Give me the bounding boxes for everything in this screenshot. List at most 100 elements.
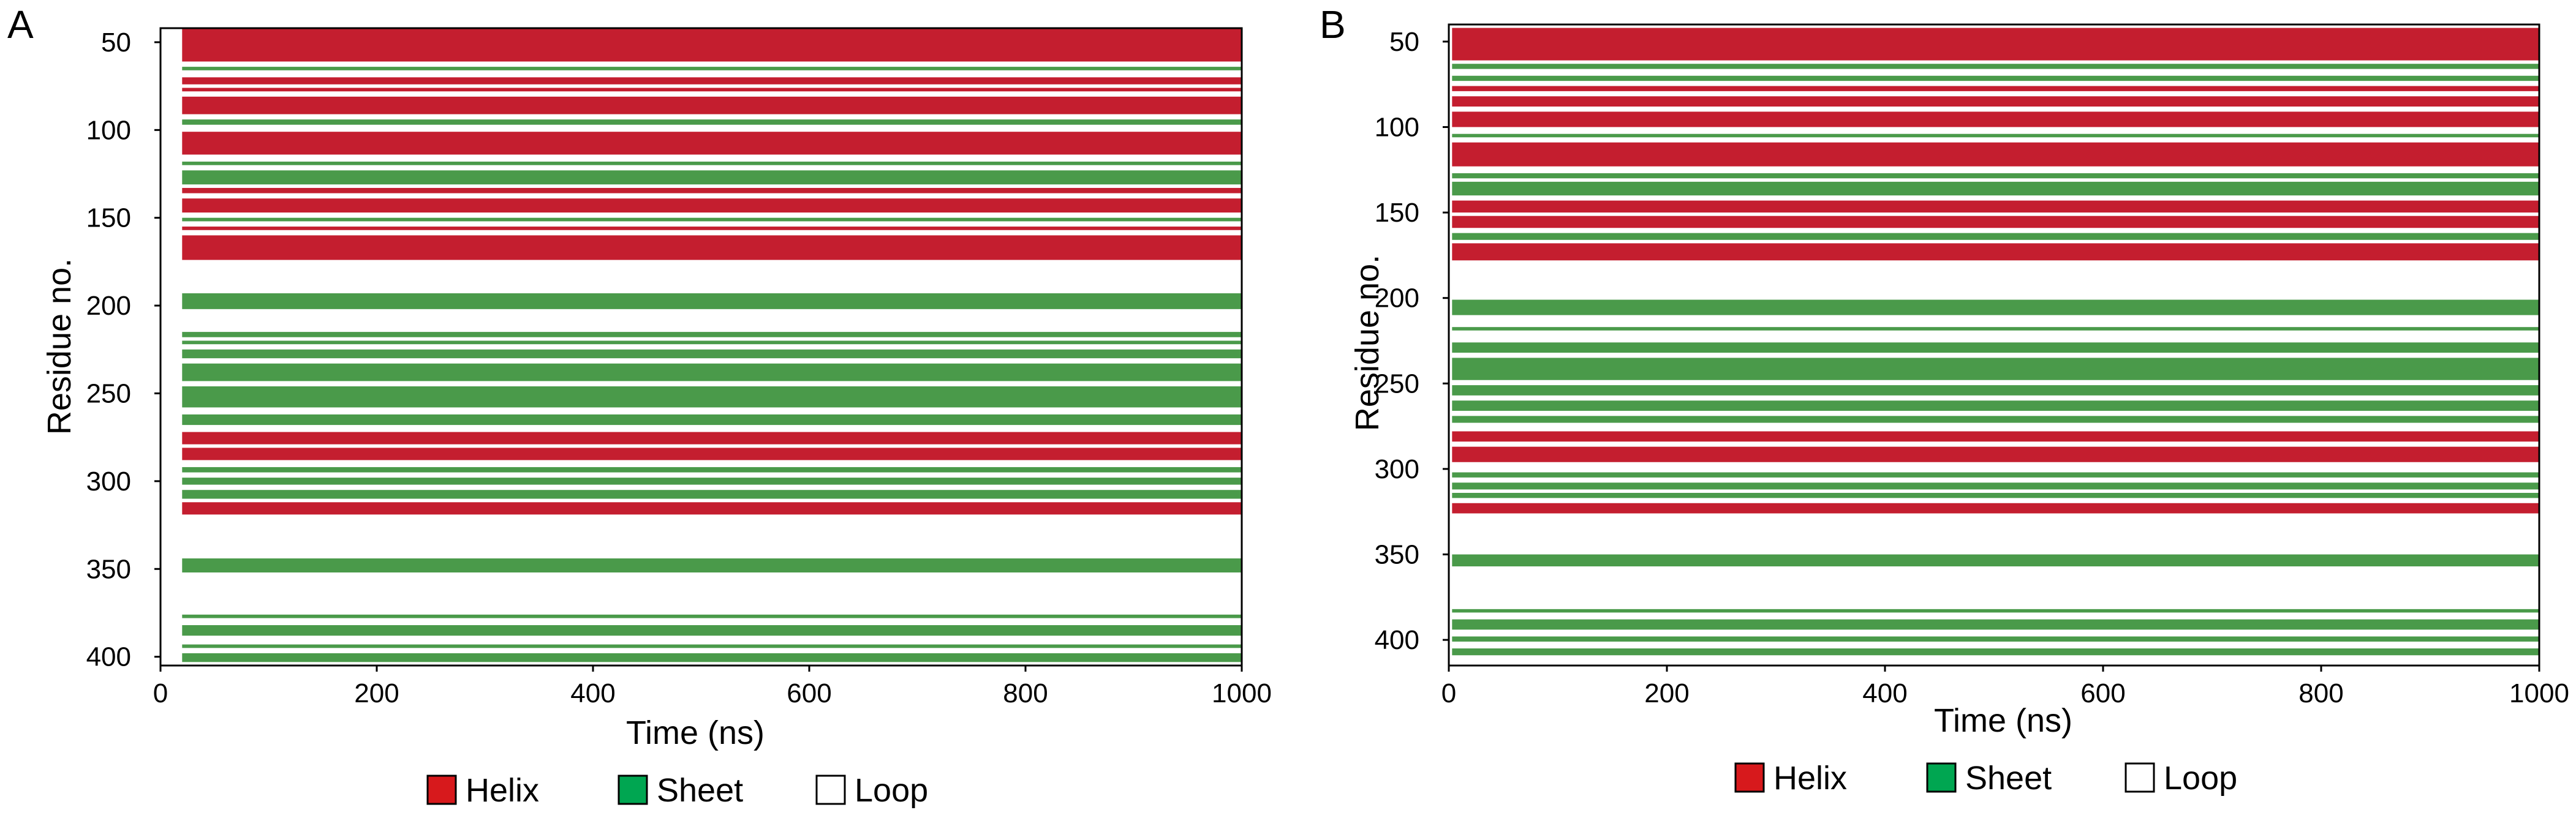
panel-a-y-tick-label: 400 <box>86 642 131 672</box>
panel-a-band-helix-13 <box>182 235 1242 260</box>
panel-a-band-sheet-27 <box>182 558 1242 573</box>
panel-b-band-sheet-18 <box>1452 385 2539 396</box>
panel-a-x-tick-label: 1000 <box>1212 678 1272 708</box>
panel-b-band-sheet-15 <box>1452 327 2539 331</box>
panel-a-band-sheet-30 <box>182 644 1242 648</box>
panel-b-band-helix-5 <box>1452 111 2539 127</box>
panel-b-y-tick-label: 400 <box>1375 625 1419 655</box>
panel-b-band-helix-0 <box>1452 28 2539 61</box>
panel-a-legend-label-helix: Helix <box>466 772 539 809</box>
panel-b-band-sheet-28 <box>1452 609 2539 613</box>
panel-b-band-sheet-16 <box>1452 342 2539 353</box>
panel-a-y-tick-label: 200 <box>86 291 131 321</box>
panel-b-label: B <box>1320 2 1346 47</box>
panel-a-y-tick-label: 100 <box>86 115 131 145</box>
panel-b-band-sheet-20 <box>1452 416 2539 423</box>
panel-a-band-sheet-7 <box>182 161 1242 165</box>
panel-b-legend-swatch-loop <box>2125 762 2155 793</box>
panel-b-band-helix-3 <box>1452 86 2539 91</box>
panel-b-band-sheet-12 <box>1452 233 2539 240</box>
panel-a-label: A <box>7 2 34 47</box>
panel-a-band-sheet-31 <box>182 653 1242 662</box>
panel-a-y-tick-label: 50 <box>101 28 131 58</box>
panel-b-band-sheet-27 <box>1452 554 2539 567</box>
panel-b-band-sheet-25 <box>1452 493 2539 498</box>
panel-b-bands <box>1452 28 2539 656</box>
panel-b-x-tick-label: 1000 <box>2509 678 2569 708</box>
panel-a-y-axis-title: Residue no. <box>41 258 78 435</box>
panel-b-y-tick-label: 250 <box>1375 369 1419 399</box>
panel-b-legend-swatch-helix <box>1734 762 1765 793</box>
panel-b-band-sheet-24 <box>1452 482 2539 490</box>
panel-b-band-helix-10 <box>1452 200 2539 213</box>
panel-b-x-tick-label: 800 <box>2298 678 2343 708</box>
panel-b-y-axis-title: Residue no. <box>1349 255 1386 431</box>
panel-a-band-helix-3 <box>182 88 1242 92</box>
panel-b-y-tick-label: 300 <box>1375 454 1419 484</box>
panel-b-y-tick-label: 100 <box>1375 113 1419 143</box>
panel-a-band-helix-9 <box>182 187 1242 193</box>
panel-a-legend-label-loop: Loop <box>855 772 928 809</box>
panel-b-band-sheet-29 <box>1452 619 2539 630</box>
panel-a-x-tick-label: 400 <box>570 678 615 708</box>
panel-b-band-sheet-1 <box>1452 64 2539 69</box>
panel-a-y-ticks: 50 100 150 200 250 300 350 400 <box>86 28 161 672</box>
panel-b-y-tick-label: 150 <box>1375 198 1419 228</box>
panel-a-band-helix-22 <box>182 448 1242 460</box>
panel-b-band-helix-11 <box>1452 216 2539 228</box>
panel-a-legend-swatch-helix <box>426 775 457 805</box>
panel-a-band-sheet-17 <box>182 349 1242 359</box>
panel-a-band-sheet-1 <box>182 67 1242 70</box>
panel-a-y-tick-label: 250 <box>86 378 131 408</box>
panel-a-band-helix-4 <box>182 96 1242 114</box>
panel-a-band-sheet-14 <box>182 293 1242 309</box>
panel-b-x-ticks: 0 200 400 600 800 1000 <box>1441 666 2569 708</box>
panel-b-band-helix-21 <box>1452 431 2539 442</box>
panel-b-x-tick-label: 200 <box>1644 678 1689 708</box>
panel-b-band-sheet-6 <box>1452 133 2539 138</box>
panel-b-band-sheet-31 <box>1452 648 2539 656</box>
panel-b-band-helix-22 <box>1452 446 2539 462</box>
panel-b-band-sheet-23 <box>1452 472 2539 478</box>
panel-a-band-helix-2 <box>182 77 1242 84</box>
panel-a-band-helix-6 <box>182 132 1242 155</box>
panel-a-band-helix-0 <box>182 28 1242 62</box>
panel-a-band-sheet-29 <box>182 625 1242 636</box>
panel-b-x-tick-label: 600 <box>2080 678 2125 708</box>
panel-b-legend-swatch-sheet <box>1926 762 1957 793</box>
panel-b-band-sheet-8 <box>1452 173 2539 179</box>
panel-a-x-tick-label: 0 <box>153 678 168 708</box>
panel-a-band-helix-26 <box>182 502 1242 515</box>
panel-a-x-ticks: 0 200 400 600 800 1000 <box>153 666 1272 708</box>
panel-b-y-ticks: 50 100 150 200 250 300 350 400 <box>1375 27 1449 655</box>
panel-a-band-helix-10 <box>182 198 1242 213</box>
panel-b-x-tick-label: 0 <box>1441 678 1456 708</box>
panel-a-band-sheet-24 <box>182 478 1242 485</box>
panel-a-band-sheet-28 <box>182 614 1242 618</box>
panel-a-band-sheet-20 <box>182 414 1242 426</box>
panel-a-band-sheet-15 <box>182 332 1242 337</box>
panel-a-band-sheet-5 <box>182 119 1242 125</box>
panel-a: A 0 200 400 600 800 1000 50 100 150 200 250 300 350… <box>7 2 1272 809</box>
panel-b-band-sheet-9 <box>1452 181 2539 196</box>
panel-b-band-helix-7 <box>1452 142 2539 167</box>
panel-a-y-tick-label: 300 <box>86 467 131 497</box>
panel-a-x-tick-label: 200 <box>354 678 399 708</box>
panel-a-band-sheet-16 <box>182 340 1242 345</box>
panel-a-y-tick-label: 350 <box>86 554 131 584</box>
panel-a-x-tick-label: 800 <box>1003 678 1048 708</box>
panel-b-y-tick-label: 200 <box>1375 283 1419 313</box>
panel-a-band-sheet-19 <box>182 386 1242 408</box>
panel-b-band-helix-26 <box>1452 503 2539 514</box>
panel-a-y-tick-label: 150 <box>86 203 131 233</box>
panel-b-plot-frame <box>1448 23 2540 667</box>
panel-a-band-sheet-18 <box>182 363 1242 381</box>
panel-a-band-sheet-8 <box>182 170 1242 185</box>
panel-a-plot-frame <box>159 27 1243 667</box>
panel-a-band-sheet-25 <box>182 490 1242 499</box>
panel-b-x-tick-label: 400 <box>1862 678 1907 708</box>
panel-b-band-sheet-30 <box>1452 636 2539 642</box>
panel-b-band-helix-13 <box>1452 243 2539 261</box>
panel-b-band-sheet-17 <box>1452 358 2539 380</box>
